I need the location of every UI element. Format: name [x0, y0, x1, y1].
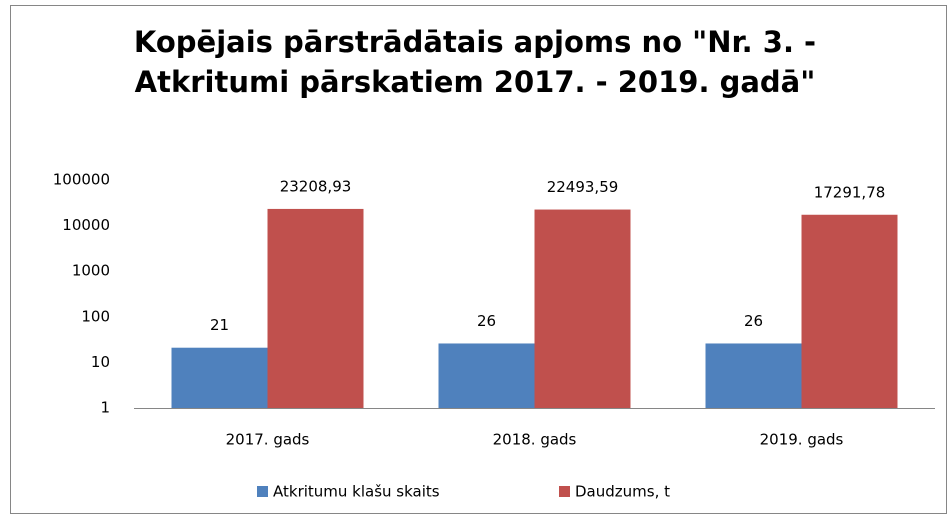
bar	[267, 208, 364, 408]
bar	[171, 347, 268, 408]
legend-label: Atkritumu klašu skaits	[273, 483, 440, 501]
y-tick-label: 100000	[53, 171, 110, 189]
data-label: 17291,78	[814, 183, 886, 201]
bar	[705, 343, 802, 408]
bar	[801, 214, 898, 408]
x-tick-label: 2019. gads	[760, 431, 844, 449]
y-tick-label: 1000	[72, 262, 110, 280]
chart-title: Kopējais pārstrādātais apjoms no "Nr. 3.…	[133, 25, 817, 99]
legend-swatch	[559, 486, 570, 497]
legend-label: Daudzums, t	[575, 483, 670, 501]
data-label: 22493,59	[547, 178, 619, 196]
x-tick-label: 2018. gads	[493, 431, 577, 449]
y-tick-label: 100	[81, 307, 110, 325]
data-label: 21	[210, 316, 229, 334]
legend-swatch	[257, 486, 268, 497]
chart-border	[10, 5, 947, 514]
data-label: 26	[477, 312, 496, 330]
bar	[534, 209, 631, 408]
y-tick-label: 10	[91, 353, 110, 371]
data-label: 26	[744, 312, 763, 330]
y-tick-label: 10000	[62, 216, 110, 234]
y-tick-label: 1	[100, 399, 110, 417]
bar	[438, 343, 535, 408]
data-label: 23208,93	[280, 177, 352, 195]
x-tick-label: 2017. gads	[226, 431, 310, 449]
